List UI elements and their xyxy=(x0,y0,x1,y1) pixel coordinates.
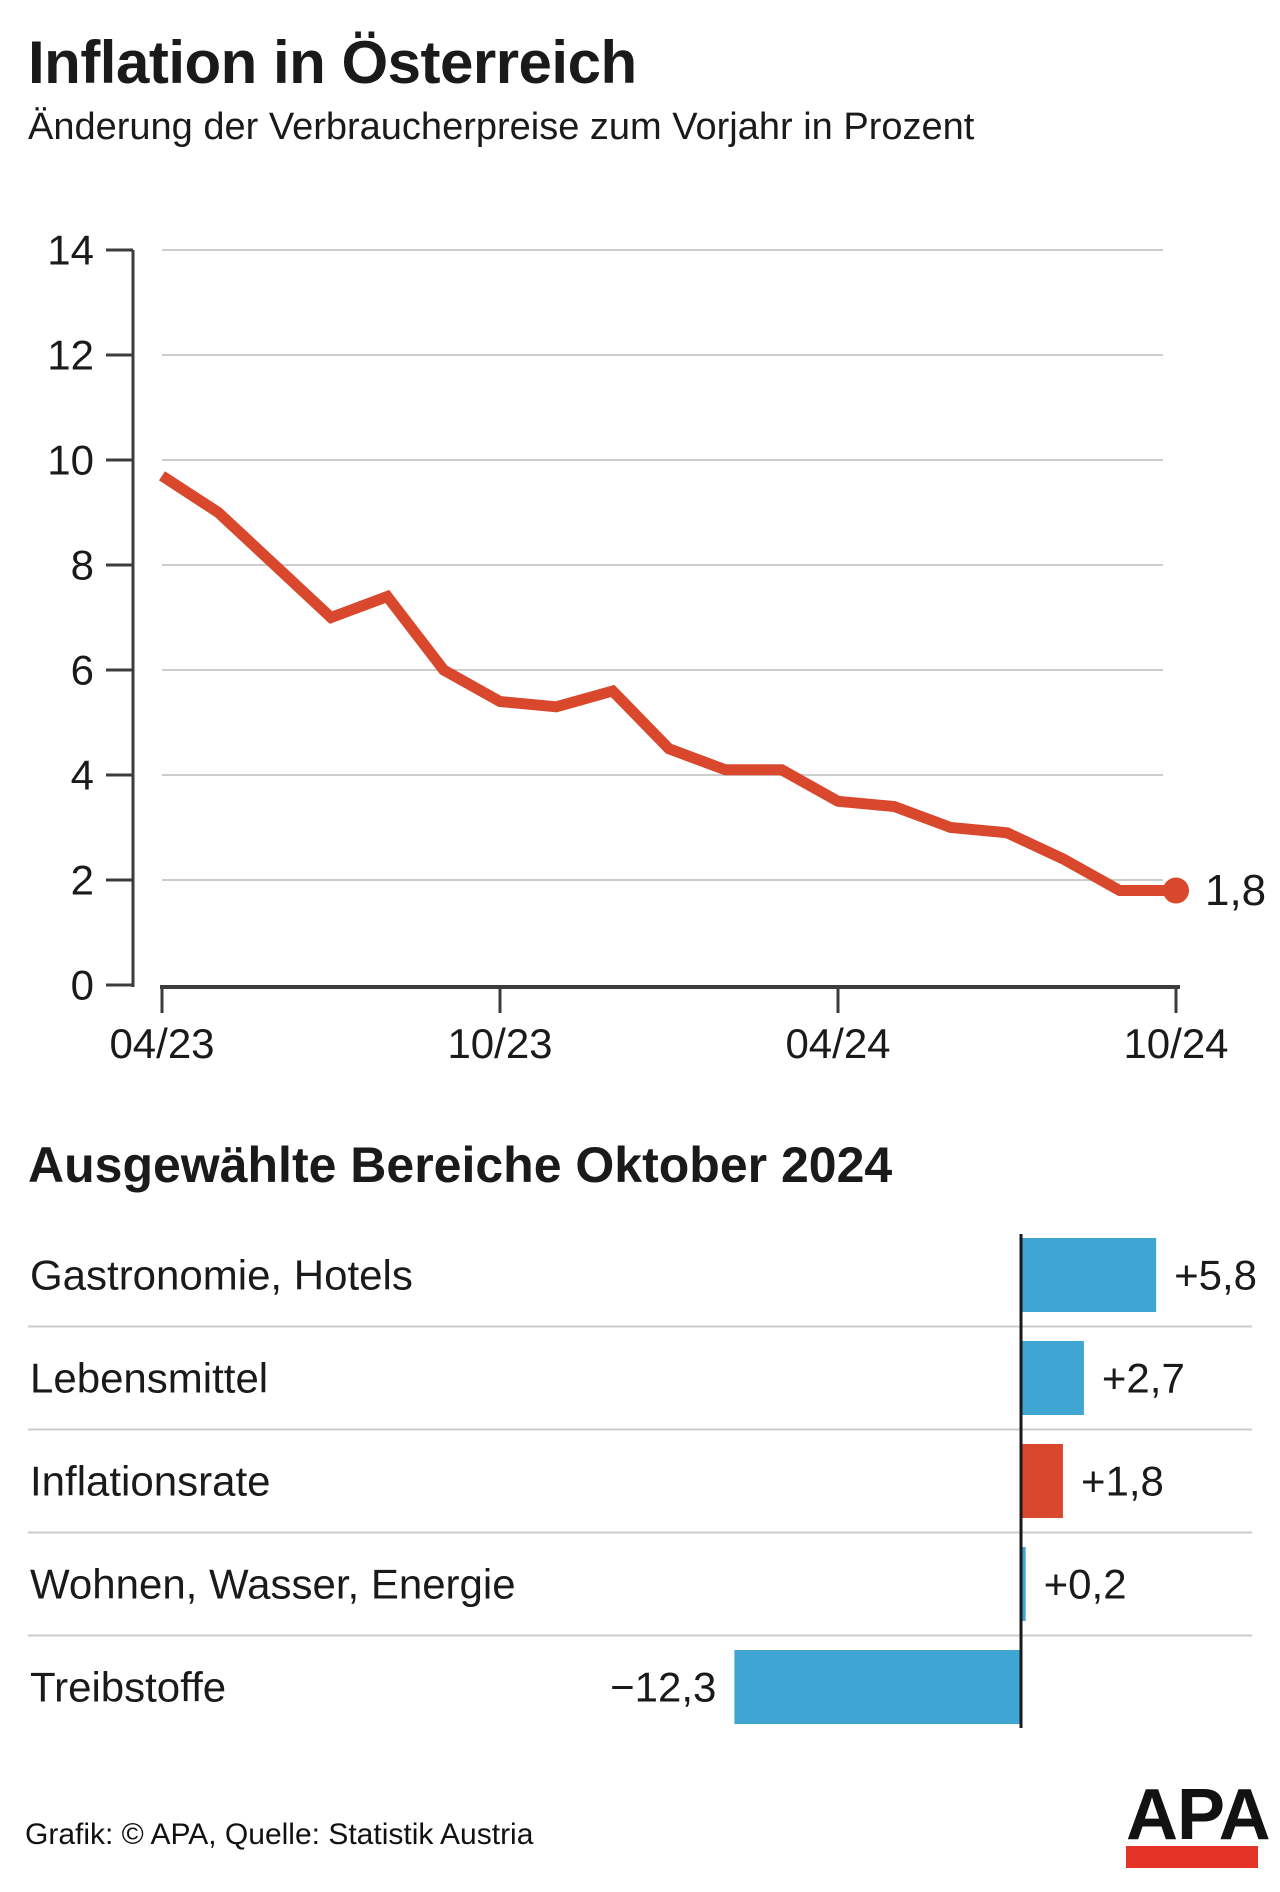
x-axis-label: 04/23 xyxy=(109,1020,214,1067)
apa-logo-redbar xyxy=(1126,1846,1258,1869)
bar-value-label: +5,8 xyxy=(1174,1252,1257,1299)
bar xyxy=(734,1650,1021,1724)
inflation-line-chart: 0 2 4 6 8 10 12 14 04/23 10/23 04/24 10/24 1,8 xyxy=(47,227,1266,1068)
y-axis-label: 14 xyxy=(47,227,94,274)
y-axis-label: 12 xyxy=(47,332,94,379)
y-axis-label: 6 xyxy=(71,647,94,694)
y-axis-label: 0 xyxy=(71,962,94,1009)
y-axis-label: 10 xyxy=(47,437,94,484)
bar xyxy=(1021,1341,1084,1415)
x-axis-label: 10/23 xyxy=(447,1020,552,1067)
source-credit: Grafik: © APA, Quelle: Statistik Austria xyxy=(25,1818,534,1851)
bar-category-label: Wohnen, Wasser, Energie xyxy=(30,1561,516,1608)
sectors-bar-chart: Gastronomie, Hotels +5,8 Lebensmittel +2,7 I… xyxy=(28,1234,1257,1728)
bar-category-label: Lebensmittel xyxy=(30,1355,268,1402)
bar xyxy=(1021,1444,1063,1518)
bar xyxy=(1021,1547,1026,1621)
apa-logo: APA xyxy=(1126,1775,1271,1869)
bar-value-label: +1,8 xyxy=(1081,1458,1164,1505)
page-title: Inflation in Österreich xyxy=(28,29,637,96)
latest-value-dot xyxy=(1162,877,1189,904)
x-axis-label: 10/24 xyxy=(1123,1020,1228,1067)
x-axis-label: 04/24 xyxy=(785,1020,890,1067)
bar-category-label: Inflationsrate xyxy=(30,1458,270,1505)
bar-value-label: −12,3 xyxy=(610,1664,716,1711)
bar-value-label: +0,2 xyxy=(1044,1561,1127,1608)
bar-value-label: +2,7 xyxy=(1102,1355,1185,1402)
y-axis-label: 2 xyxy=(71,857,94,904)
bar xyxy=(1021,1238,1157,1312)
inflation-trend-line xyxy=(158,471,1176,896)
page-subtitle: Änderung der Verbraucherpreise zum Vorja… xyxy=(28,106,975,148)
bar-category-label: Gastronomie, Hotels xyxy=(30,1252,413,1299)
y-axis-label: 8 xyxy=(71,542,94,589)
latest-value-label: 1,8 xyxy=(1205,866,1266,915)
bar-chart-title: Ausgewählte Bereiche Oktober 2024 xyxy=(28,1137,893,1193)
bar-category-label: Treibstoffe xyxy=(30,1664,226,1711)
apa-logo-letters: APA xyxy=(1126,1775,1271,1855)
y-axis-label: 4 xyxy=(71,752,94,799)
